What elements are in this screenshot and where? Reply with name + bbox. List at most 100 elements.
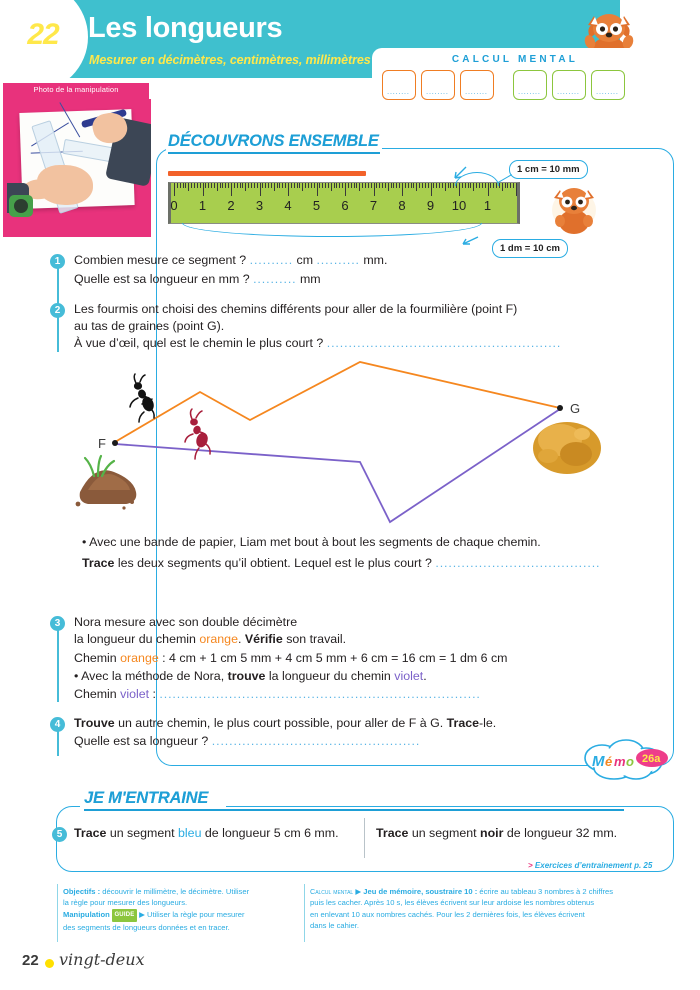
ruler-tick — [421, 183, 423, 188]
ruler-number: 9 — [426, 198, 435, 213]
ruler-tick — [305, 183, 307, 188]
exercise-5-right: Trace un segment noir de longueur 32 mm. — [376, 826, 618, 840]
ruler-tick — [282, 183, 284, 188]
ruler-tick — [193, 183, 195, 188]
practice-underline-fg — [84, 809, 624, 811]
section-title-discover-fg: DÉCOUVRONS ENSEMBLE — [168, 132, 379, 150]
exercise-5-left: Trace un segment bleu de longueur 5 cm 6… — [74, 826, 339, 840]
ruler-tick — [436, 183, 438, 188]
ant-paths-diagram: F G — [75, 361, 601, 524]
question-rail — [57, 258, 59, 304]
ruler-tick — [325, 183, 327, 188]
ruler-tick — [367, 183, 369, 188]
calcul-mental-box[interactable]: ........ — [591, 70, 625, 100]
footer-divider-mid — [304, 884, 305, 942]
svg-text:m: m — [614, 754, 626, 769]
ruler-graphic: 0 1 2 3 4 5 6 7 8 9 10 1 — [168, 182, 520, 224]
ruler-tick — [430, 183, 432, 196]
ruler-tick — [262, 183, 264, 188]
footer-divider-left — [57, 884, 58, 942]
calcul-mental-box[interactable]: ........ — [382, 70, 416, 100]
ruler-body — [168, 182, 520, 224]
calcul-mental-box[interactable]: ........ — [460, 70, 494, 100]
ruler-tick — [447, 183, 449, 188]
ruler-tick — [319, 183, 321, 188]
arrow-left-icon — [462, 236, 479, 245]
question-3-line-5: Chemin violet : ........................… — [74, 687, 481, 701]
exercise-5-divider — [364, 818, 365, 858]
violet-path — [114, 408, 561, 524]
ruler-tick — [399, 183, 401, 188]
calcul-mental-panel: CALCUL MENTAL ........ ........ ........… — [372, 48, 658, 106]
ruler-tick — [501, 183, 503, 191]
ruler-tick — [487, 183, 489, 196]
ruler-number: 1 — [483, 198, 492, 213]
ruler-tick — [410, 183, 412, 188]
question-1-line-1: Combien mesure ce segment ? .......... c… — [74, 253, 388, 267]
ruler-tick — [268, 183, 270, 188]
ruler-tick — [402, 183, 403, 196]
calcul-mental-box[interactable]: ........ — [421, 70, 455, 100]
callout-dm: 1 dm = 10 cm — [492, 239, 568, 258]
ruler-tick — [256, 183, 258, 188]
calcul-mental-title: CALCUL MENTAL — [451, 54, 579, 65]
calcul-mental-box[interactable]: ........ — [513, 70, 547, 100]
ruler-tick — [199, 183, 201, 188]
ruler-tick — [253, 183, 255, 188]
question-1-line-2: Quelle est sa longueur en mm ? .........… — [74, 272, 321, 286]
point-f-dot — [112, 440, 118, 446]
ruler-tick — [347, 183, 349, 188]
ruler-number: 6 — [341, 198, 349, 213]
question-2-line-1: Les fourmis ont choisi des chemins diffé… — [74, 302, 518, 316]
ruler-tick — [370, 183, 372, 188]
question-rail — [57, 302, 59, 352]
ruler-number: 8 — [398, 198, 406, 213]
ruler-tick — [316, 183, 318, 196]
ruler-tick — [510, 183, 512, 188]
ruler-number: 2 — [227, 198, 235, 213]
question-3-line-3: Chemin orange : 4 cm + 1 cm 5 mm + 4 cm … — [74, 651, 508, 665]
ruler-tick — [196, 183, 198, 188]
page-subtitle: Mesurer en décimètres, centimètres, mill… — [89, 53, 371, 67]
ruler-tick — [441, 183, 443, 188]
ruler-tick — [416, 183, 418, 191]
ruler-tick — [279, 183, 281, 188]
ruler-number: 5 — [312, 198, 321, 213]
memo-badge-icon[interactable]: M é m o 26a — [576, 736, 674, 784]
question-number-4: 4 — [50, 717, 65, 732]
box-dots: ........ — [596, 88, 619, 96]
calcul-mental-box[interactable]: ........ — [552, 70, 586, 100]
watch-icon — [9, 195, 33, 217]
ruler-number: 7 — [369, 198, 378, 213]
ruler-tick — [293, 183, 295, 188]
exercises-reference-link[interactable]: > Exercices d’entrainement p. 25 — [528, 861, 653, 870]
ruler-tick — [330, 183, 332, 191]
ruler-tick — [245, 183, 247, 191]
seed-pile-icon — [533, 422, 601, 474]
page-dot-icon — [45, 959, 54, 968]
red-ant-icon — [184, 408, 211, 460]
chapter-number: 22 — [26, 17, 60, 52]
callout-cm: 1 cm = 10 mm — [509, 160, 588, 179]
ruler-tick — [185, 183, 187, 188]
question-3-line-1: Nora mesure avec son double décimètre — [74, 615, 298, 629]
ruler-tick — [179, 183, 181, 188]
ruler-number: 0 — [170, 198, 178, 213]
ruler-tick — [353, 183, 355, 188]
ruler-tick — [393, 183, 395, 188]
question-4-line-1: Trouve un autre chemin, le plus court po… — [74, 716, 497, 730]
ruler-tick — [379, 183, 381, 188]
ruler-tick — [313, 183, 315, 188]
ruler-tick — [407, 183, 409, 188]
box-dots: ........ — [465, 88, 488, 96]
ruler-tick — [516, 183, 517, 196]
footer-objectives: Objectifs : découvrir le millimètre, le … — [63, 887, 250, 932]
ruler-tick — [504, 183, 506, 188]
point-f-label: F — [98, 436, 106, 451]
ruler-tick — [390, 183, 392, 188]
photo-image — [7, 99, 151, 237]
ruler-tick — [307, 183, 309, 188]
ruler-tick — [427, 183, 429, 188]
ruler-tick — [276, 183, 278, 188]
ruler-tick — [191, 183, 193, 188]
